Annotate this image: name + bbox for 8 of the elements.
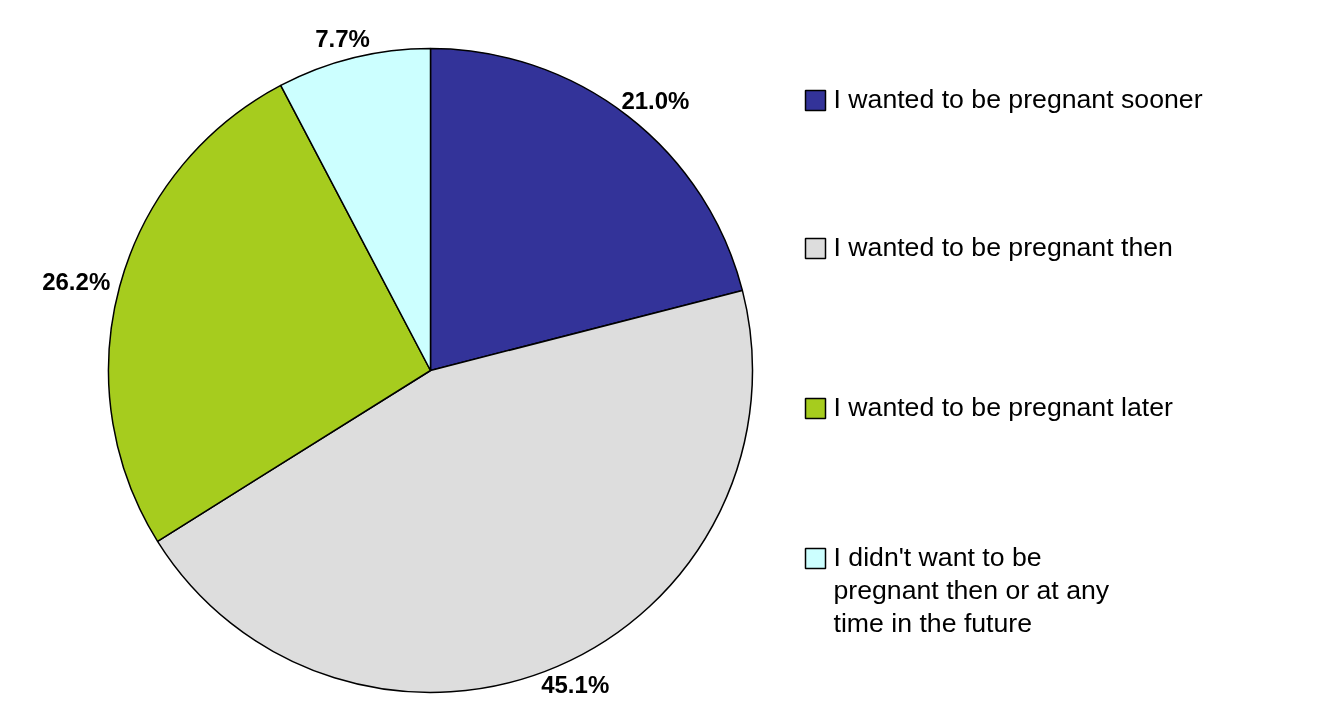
data-label: 45.1%: [541, 671, 610, 699]
legend-label: I wanted to be pregnant later: [833, 391, 1173, 422]
data-label: 7.7%: [315, 24, 370, 52]
data-label: 26.2%: [42, 267, 111, 295]
data-label: 21.0%: [621, 86, 690, 114]
legend-label: I didn't want to be pregnant then or at any time in the future: [833, 541, 1110, 638]
legend-label: I wanted to be pregnant sooner: [833, 83, 1203, 114]
legend-label: I wanted to be pregnant then: [833, 231, 1173, 262]
